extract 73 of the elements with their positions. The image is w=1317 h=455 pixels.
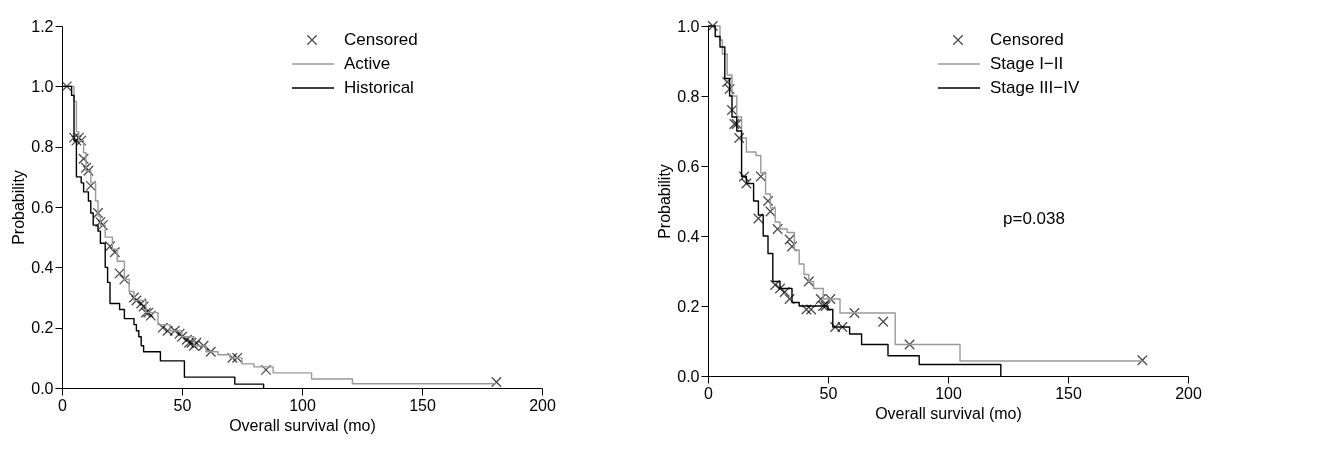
x-tick-label: 50 <box>819 384 838 402</box>
x-tick-label: 100 <box>289 396 316 414</box>
point <box>803 276 815 287</box>
point <box>774 283 786 294</box>
point <box>114 267 125 279</box>
point <box>260 364 272 376</box>
y-tick-label: 0.6 <box>31 198 54 216</box>
point <box>721 76 733 88</box>
legend-label: Censored <box>344 30 418 49</box>
y-tick-label: 0.8 <box>31 138 54 156</box>
legend-label: Historical <box>344 78 414 97</box>
y-tick-label: 1.2 <box>31 17 54 35</box>
point <box>784 234 795 245</box>
point <box>779 286 791 298</box>
y-tick-label: 0.0 <box>31 379 54 397</box>
point <box>741 178 752 189</box>
y-tick-label: 0.2 <box>31 319 54 337</box>
point <box>772 223 783 235</box>
x-tick-label: 0 <box>704 384 714 402</box>
point <box>877 316 889 328</box>
point <box>753 213 764 224</box>
point <box>227 352 238 364</box>
point <box>109 246 121 258</box>
x-tick-label: 100 <box>935 384 962 402</box>
point <box>85 180 97 192</box>
y-axis-title: Probability <box>10 170 28 245</box>
point <box>78 153 89 165</box>
point <box>707 20 719 32</box>
x-tick-label: 150 <box>409 396 436 414</box>
point <box>904 339 915 350</box>
y-tick-label: 1.0 <box>677 17 700 35</box>
y-tick-label: 1.0 <box>31 77 54 95</box>
point <box>231 352 243 364</box>
x-tick-label: 50 <box>173 396 192 414</box>
x-axis-title: Overall survival (mo) <box>875 404 1022 422</box>
y-axis-title: Probability <box>656 164 674 239</box>
point <box>157 322 169 334</box>
legend-label: Stage I−II <box>990 54 1064 73</box>
x-tick-label: 150 <box>1055 384 1082 402</box>
x-tick-label: 200 <box>1175 384 1202 402</box>
y-tick-label: 0.2 <box>677 297 700 315</box>
point <box>769 279 781 291</box>
point <box>92 207 104 219</box>
y-tick-label: 0.8 <box>677 87 700 105</box>
point <box>755 171 767 182</box>
point <box>1137 354 1148 366</box>
point <box>738 171 750 182</box>
point <box>119 274 130 285</box>
point <box>104 240 116 252</box>
legend-label: Active <box>344 54 391 73</box>
point <box>765 206 776 217</box>
point <box>786 241 798 252</box>
annotation: p=0.038 <box>1003 208 1065 228</box>
x-axis-title: Overall survival (mo) <box>229 416 376 434</box>
point <box>762 195 774 207</box>
y-tick-label: 0.6 <box>677 157 700 175</box>
point <box>724 83 735 95</box>
point <box>61 80 73 92</box>
point <box>849 307 860 319</box>
y-tick-label: 0.4 <box>31 258 54 276</box>
point <box>733 132 745 144</box>
x-tick-label: 200 <box>529 396 556 414</box>
legend-label: Censored <box>990 30 1064 49</box>
point <box>726 104 738 116</box>
point <box>205 346 217 358</box>
point <box>801 304 812 315</box>
y-tick-label: 0.0 <box>677 367 700 385</box>
y-tick-label: 0.4 <box>677 227 700 245</box>
point <box>491 376 502 388</box>
point <box>784 293 795 305</box>
point <box>805 304 817 315</box>
x-tick-label: 0 <box>58 396 68 414</box>
legend-label: Stage III−IV <box>990 78 1080 97</box>
